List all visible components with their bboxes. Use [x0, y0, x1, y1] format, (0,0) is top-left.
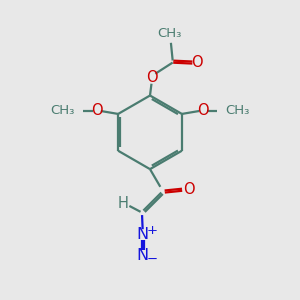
Text: O: O — [197, 103, 209, 118]
Text: CH₃: CH₃ — [50, 104, 75, 118]
Text: H: H — [118, 196, 128, 211]
Text: −: − — [146, 253, 158, 266]
Text: CH₃: CH₃ — [225, 104, 250, 118]
Text: N: N — [136, 227, 149, 242]
Text: CH₃: CH₃ — [158, 28, 182, 40]
Text: O: O — [91, 103, 103, 118]
Text: +: + — [147, 224, 158, 237]
Text: O: O — [146, 70, 157, 85]
Text: O: O — [183, 182, 194, 197]
Text: O: O — [192, 55, 203, 70]
Text: N: N — [136, 248, 149, 263]
